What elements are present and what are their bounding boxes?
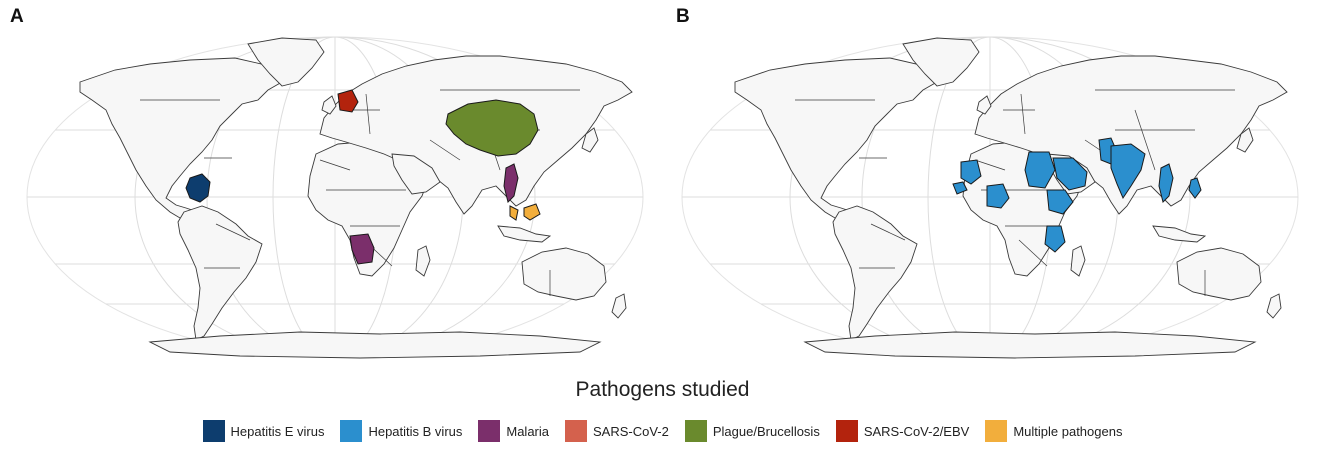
- legend-item: SARS-CoV-2: [565, 420, 669, 442]
- country-border: [1020, 93, 1026, 135]
- land-mass: [832, 205, 918, 341]
- legend: Hepatitis E virus Hepatitis B virus Malari…: [0, 420, 1325, 442]
- land-mass: [1070, 245, 1086, 277]
- legend-swatch: [835, 420, 858, 442]
- land-mass: [177, 205, 263, 341]
- country-tanzania-b: [1044, 225, 1066, 253]
- land-mass: [521, 247, 607, 301]
- country-border: [319, 159, 351, 171]
- land-mass: [1236, 127, 1254, 153]
- legend-item: Multiple pathogens: [985, 420, 1122, 442]
- land-mass: [415, 245, 431, 277]
- country-mauritania-b: [960, 159, 982, 185]
- country-india-b: [1110, 143, 1146, 200]
- country-malaysia-a: [509, 203, 541, 221]
- legend-item: Plague/Brucellosis: [684, 420, 820, 442]
- country-ethiopia-b: [1046, 189, 1074, 215]
- country-border: [365, 93, 371, 135]
- land-mass: [1152, 225, 1207, 243]
- legend-label: SARS-CoV-2/EBV: [863, 423, 970, 439]
- land-mass: [148, 331, 602, 359]
- panel-label-a: A: [10, 6, 24, 27]
- legend-swatch: [985, 420, 1008, 442]
- land-mass: [247, 37, 325, 87]
- legend-item: SARS-CoV-2/EBV: [835, 420, 970, 442]
- land-mass: [391, 153, 441, 195]
- country-vietnam-a: [503, 163, 519, 203]
- country-philippines-b: [1188, 177, 1202, 199]
- country-colombia-a: [185, 173, 211, 203]
- land-mass: [611, 293, 627, 319]
- legend-label: Hepatitis E virus: [230, 423, 325, 439]
- legend-swatch: [478, 420, 501, 442]
- country-senegal-gambia-b: [952, 181, 968, 195]
- country-border: [215, 223, 251, 241]
- country-germany-a: [337, 89, 359, 113]
- land-masses: [734, 37, 1288, 359]
- legend-label: Multiple pathogens: [1013, 423, 1123, 439]
- country-border: [1134, 109, 1156, 171]
- land-mass: [321, 95, 337, 115]
- panel-label-b: B: [676, 6, 690, 27]
- land-mass: [1176, 247, 1262, 301]
- legend-swatch: [565, 420, 587, 442]
- country-border: [429, 139, 461, 161]
- country-angola-a: [349, 233, 375, 265]
- world-map-b: [681, 36, 1299, 359]
- legend-label: Hepatitis B virus: [368, 423, 463, 439]
- country-nigeria-b: [986, 183, 1010, 209]
- country-vietnam-b: [1158, 163, 1174, 203]
- land-mass: [581, 127, 599, 153]
- legend-title: Pathogens studied: [575, 378, 750, 401]
- legend-label: SARS-CoV-2: [593, 423, 669, 439]
- world-map-a: [26, 36, 644, 359]
- legend-item: Hepatitis E virus: [202, 420, 325, 442]
- country-border: [870, 223, 906, 241]
- country-border: [1018, 239, 1048, 267]
- land-mass: [803, 331, 1257, 359]
- country-border: [974, 159, 1006, 171]
- legend-item: Hepatitis B virus: [340, 420, 462, 442]
- legend-swatch: [340, 420, 363, 442]
- legend-label: Malaria: [506, 423, 549, 439]
- legend-swatch: [684, 420, 707, 442]
- country-china-a: [445, 99, 539, 157]
- land-mass: [976, 95, 992, 115]
- land-mass: [902, 37, 980, 87]
- land-mass: [1266, 293, 1282, 319]
- legend-item: Malaria: [478, 420, 549, 442]
- legend-swatch: [202, 420, 225, 442]
- country-saudi-arabia-b: [1052, 157, 1088, 191]
- legend-label: Plague/Brucellosis: [712, 423, 820, 439]
- country-sudan-b: [1024, 151, 1056, 189]
- land-mass: [497, 225, 552, 243]
